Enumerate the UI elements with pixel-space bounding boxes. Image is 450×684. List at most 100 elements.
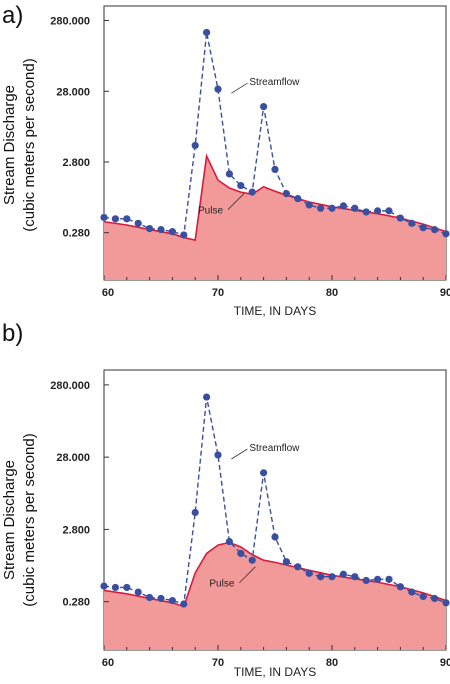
y-tick-label: 2.800	[62, 157, 90, 169]
streamflow-point	[362, 208, 370, 216]
streamflow-point	[328, 204, 336, 212]
streamflow-annotation: Streamflow	[249, 443, 300, 454]
x-tick-label: 80	[326, 287, 338, 299]
pulse-line	[103, 541, 447, 608]
streamflow-point	[351, 204, 359, 212]
streamflow-point	[260, 469, 268, 477]
streamflow-point	[339, 202, 347, 210]
y-axis-label-line1: Stream Discharge	[1, 460, 18, 580]
y-tick-label: 0.280	[62, 228, 90, 240]
pulse-leader	[227, 193, 245, 210]
streamflow-point	[248, 556, 256, 564]
streamflow-point	[317, 204, 325, 212]
pulse-annotation: Pulse	[198, 206, 223, 217]
streamflow-point	[134, 219, 142, 227]
streamflow-point	[157, 594, 165, 603]
y-tick-label: 28.000	[56, 452, 90, 464]
streamflow-point	[191, 141, 199, 150]
streamflow-point	[385, 575, 393, 583]
streamflow-point	[294, 563, 302, 571]
y-axis-label-line2: (cubic meters per second)	[21, 58, 38, 231]
streamflow-point	[396, 583, 404, 591]
streamflow-point	[442, 599, 450, 607]
streamflow-point	[339, 570, 347, 578]
chart-panel-b: b) 0.280 2.800 28.000 280.000 60 70 80 90 Stream…	[0, 320, 450, 684]
streamflow-leader	[231, 82, 248, 94]
streamflow-point	[191, 508, 199, 517]
pulse-annotation: Pulse	[209, 579, 234, 590]
y-tick-label: 28.000	[56, 86, 90, 98]
x-axis-label: TIME, IN DAYS	[234, 304, 316, 318]
streamflow-point	[111, 215, 119, 223]
streamflow-annotation: Streamflow	[249, 77, 300, 88]
streamflow-point	[408, 219, 416, 227]
streamflow-point	[123, 215, 131, 223]
streamflow-point	[180, 600, 188, 608]
streamflow-point	[419, 224, 427, 232]
streamflow-point	[442, 230, 450, 238]
streamflow-point	[385, 207, 393, 215]
streamflow-point	[328, 573, 336, 581]
streamflow-point	[123, 583, 131, 592]
streamflow-point	[100, 213, 108, 222]
streamflow-point	[111, 583, 119, 592]
streamflow-point	[294, 194, 302, 203]
streamflow-point	[351, 573, 359, 581]
streamflow-point	[225, 537, 233, 546]
y-tick-label: 0.280	[62, 597, 90, 609]
streamflow-point	[237, 549, 245, 558]
streamflow-point	[374, 207, 382, 215]
streamflow-point	[214, 85, 222, 93]
x-tick-label: 60	[102, 287, 114, 299]
y-tick-label: 280.000	[50, 16, 90, 28]
panel-label-a: a)	[2, 2, 24, 29]
x-tick-label: 70	[212, 287, 224, 299]
streamflow-point	[214, 451, 222, 459]
streamflow-point	[157, 225, 165, 234]
streamflow-point	[305, 201, 313, 209]
chart-svg-b: 0.280 2.800 28.000 280.000 60 70 80 90 Streamflo…	[1, 369, 450, 679]
y-tick-label: 280.000	[50, 380, 90, 392]
x-tick-label: 90	[440, 287, 450, 299]
streamflow-point	[168, 596, 176, 605]
x-tick-label: 90	[440, 657, 450, 669]
streamflow-point	[271, 533, 279, 541]
streamflow-point	[237, 181, 245, 190]
x-tick-label: 60	[102, 657, 114, 669]
streamflow-point	[146, 593, 154, 602]
streamflow-point	[180, 231, 188, 239]
streamflow-point	[100, 582, 108, 590]
y-axis-label-line2: (cubic meters per second)	[21, 433, 38, 606]
streamflow-point	[396, 214, 404, 222]
streamflow-point	[431, 594, 439, 603]
streamflow-point	[248, 188, 256, 196]
y-tick-label: 2.800	[62, 524, 90, 536]
streamflow-point	[168, 228, 176, 236]
chart-svg-a: 0.280 2.800 28.000 280.000 60 70 80 90 Streamflo…	[1, 5, 450, 318]
streamflow-point	[362, 576, 370, 585]
pulse-area	[104, 156, 446, 280]
streamflow-point	[282, 190, 290, 198]
streamflow-point	[305, 569, 313, 577]
streamflow-point	[203, 28, 211, 37]
streamflow-point	[282, 558, 290, 566]
panel-label-b: b)	[2, 320, 24, 347]
streamflow-point	[225, 170, 233, 178]
streamflow-point	[431, 225, 439, 234]
streamflow-point	[271, 165, 279, 173]
chart-panel-a: a) 0.280 2.800 28.000 280.000 60 70 80 90 Stream…	[0, 0, 450, 340]
x-tick-label: 70	[212, 657, 224, 669]
streamflow-point	[419, 592, 427, 601]
streamflow-point	[374, 575, 382, 583]
streamflow-point	[203, 393, 211, 401]
streamflow-point	[260, 103, 268, 111]
streamflow-point	[146, 224, 154, 233]
pulse-area	[104, 542, 446, 650]
pulse-leader	[239, 566, 256, 584]
x-axis-label: TIME, IN DAYS	[234, 665, 316, 679]
streamflow-point	[408, 588, 416, 596]
streamflow-point	[134, 588, 142, 596]
y-axis-label-line1: Stream Discharge	[1, 85, 18, 205]
streamflow-point	[317, 573, 325, 581]
x-tick-label: 80	[326, 657, 338, 669]
